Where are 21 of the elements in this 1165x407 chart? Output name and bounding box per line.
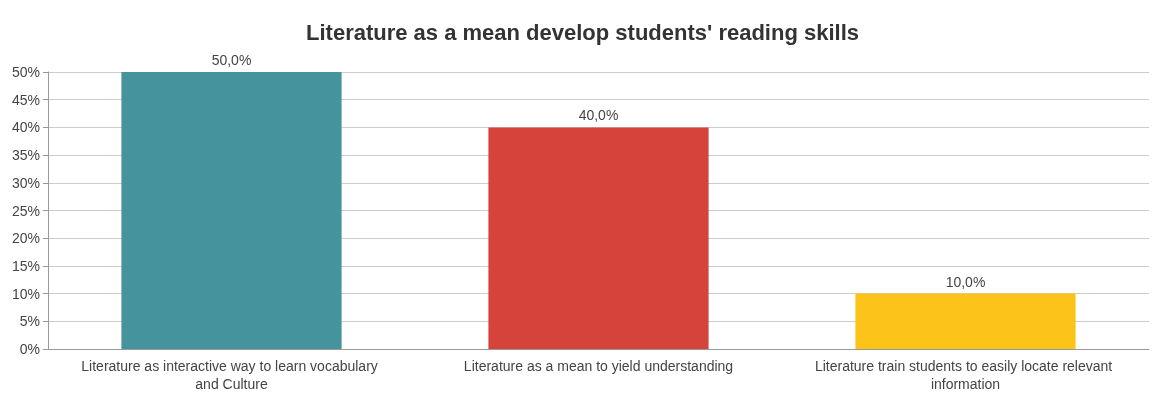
y-tick-label: 50%	[11, 64, 40, 80]
chart-title: Literature as a mean develop students' reading skills	[306, 19, 859, 45]
data-label: 10,0%	[945, 273, 986, 290]
y-tick-label: 5%	[19, 313, 40, 330]
y-tick-label: 30%	[11, 174, 40, 191]
data-label: 50,0%	[211, 52, 252, 68]
y-tick-label: 10%	[11, 285, 40, 302]
x-tick-label: Literature train students to easily locate relevant information	[814, 358, 1117, 392]
bar	[121, 72, 342, 349]
x-tick-label: Literature as interactive way to learn vocabulary and Culture	[81, 358, 382, 392]
data-label: 40,0%	[578, 107, 619, 124]
x-tick-label: Literature as a mean to yield understanding	[463, 358, 734, 374]
y-tick-label: 0%	[19, 341, 40, 357]
bar	[488, 127, 709, 349]
y-tick-label: 20%	[11, 230, 40, 247]
y-tick-label: 45%	[11, 91, 40, 108]
y-tick-label: 40%	[11, 119, 40, 136]
y-tick-label: 35%	[11, 147, 40, 164]
y-tick-label: 25%	[11, 202, 40, 219]
bar	[855, 293, 1076, 349]
y-tick-label: 15%	[11, 257, 40, 274]
